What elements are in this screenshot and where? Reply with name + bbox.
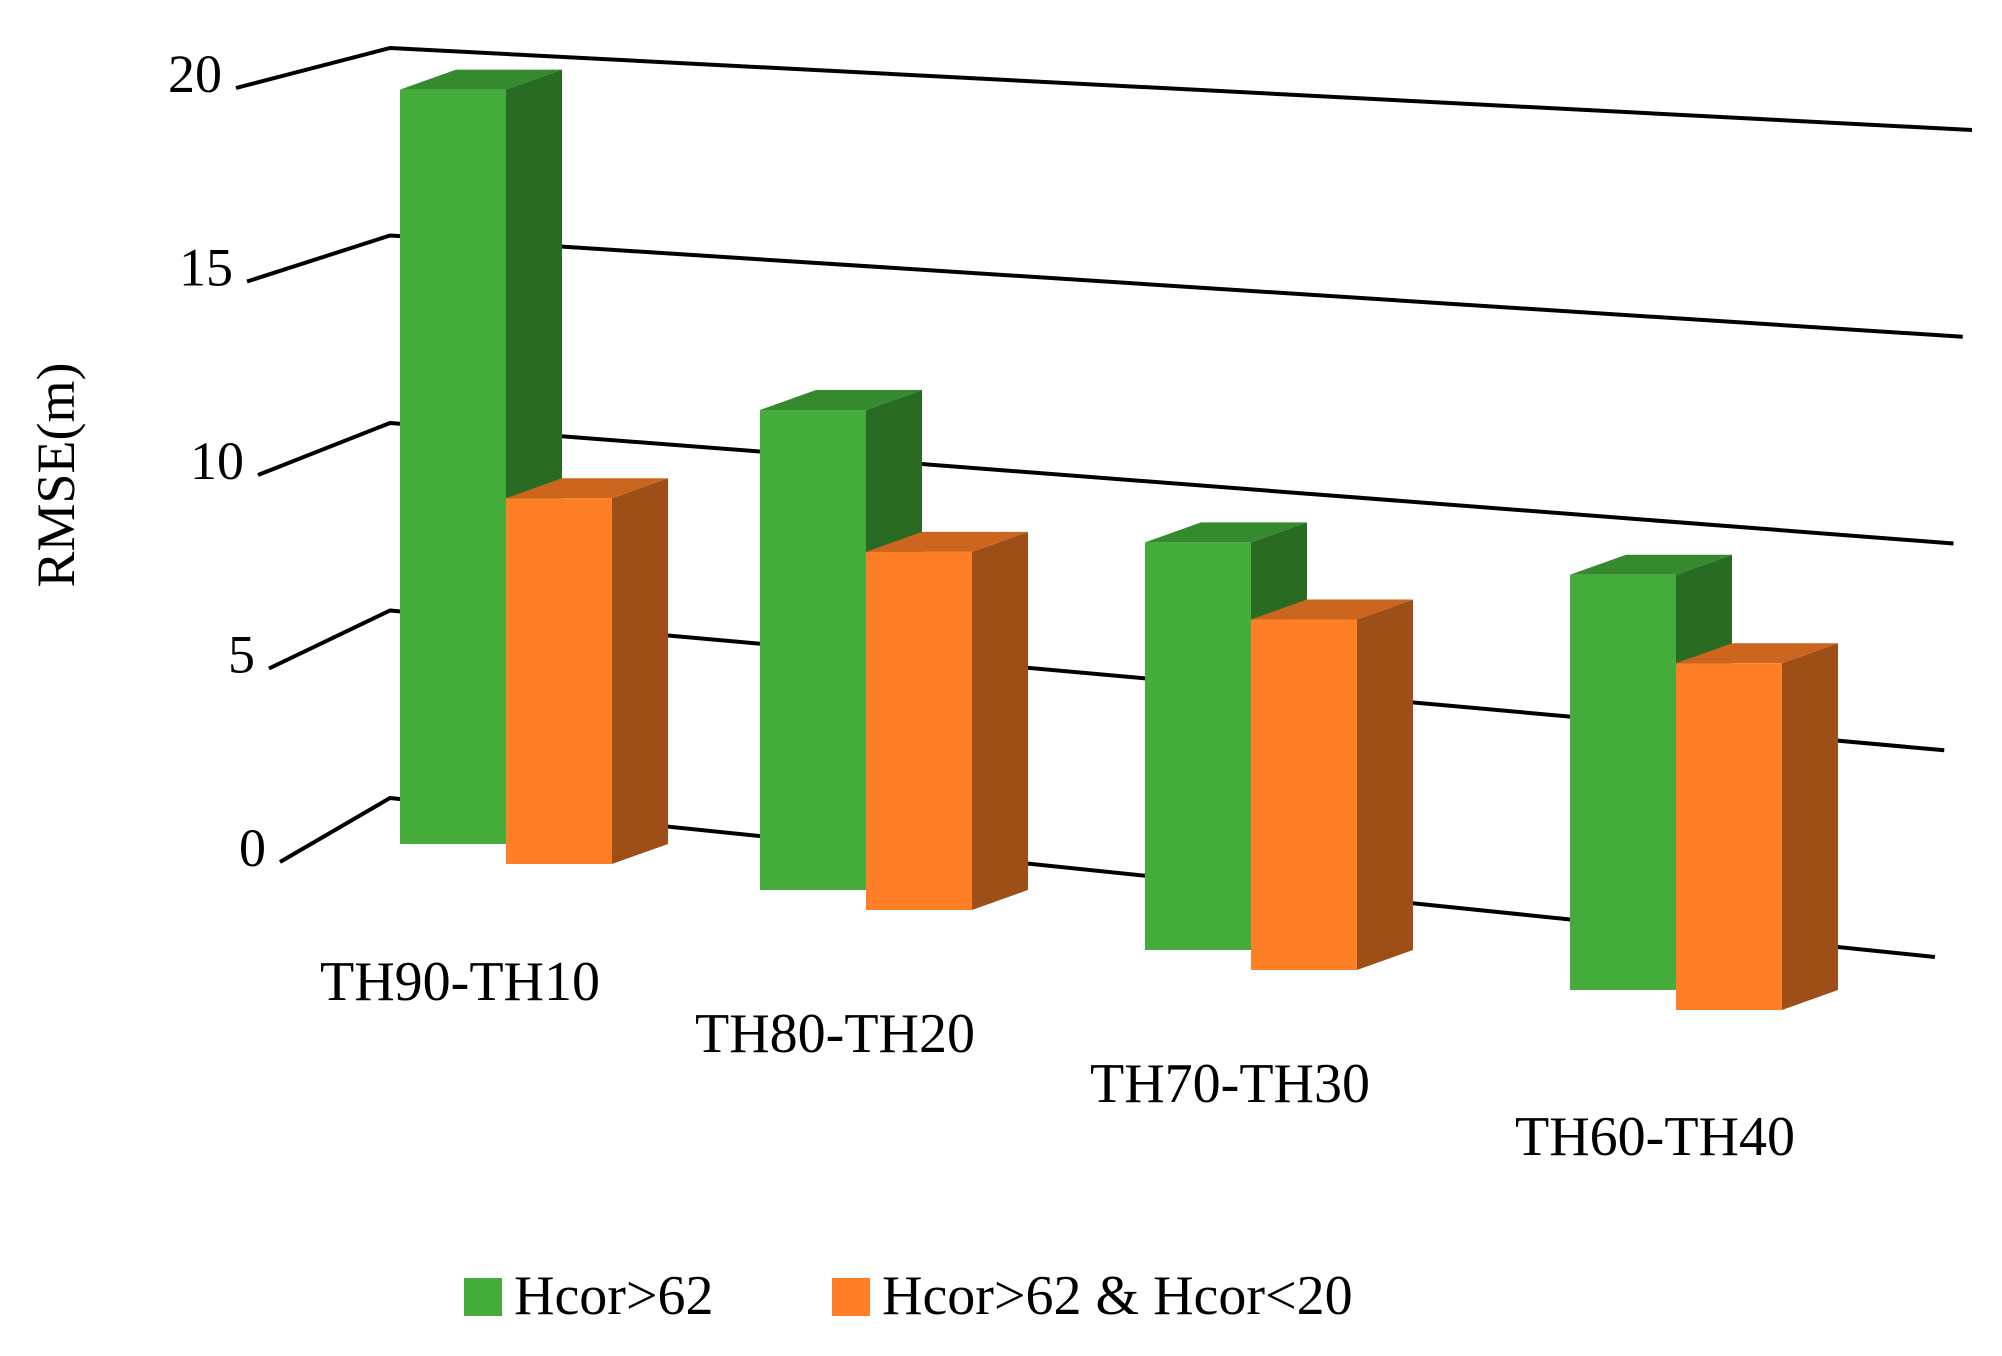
x-category-label-0: TH90-TH10 xyxy=(320,951,600,1013)
bar-0-series-1 xyxy=(506,478,668,864)
bar-top-face xyxy=(1676,643,1838,664)
bar-front-face xyxy=(400,89,506,845)
bar-3-series-1 xyxy=(1676,643,1838,1010)
bar-top-face xyxy=(400,69,562,90)
bar-front-face xyxy=(1570,574,1676,990)
y-tick-label-2: 10 xyxy=(190,431,244,491)
x-category-label-1: TH80-TH20 xyxy=(695,1003,975,1065)
y-tick-labels: 0 5 10 15 20 xyxy=(168,44,266,878)
legend-label: Hcor>62 & Hcor<20 xyxy=(882,1265,1353,1327)
bars xyxy=(400,69,1838,1010)
y-tick-label-0: 0 xyxy=(239,818,266,878)
y-tick-label-1: 5 xyxy=(228,625,255,685)
y-tick-label-4: 20 xyxy=(168,44,222,104)
gridlines xyxy=(235,46,1973,959)
bar-top-face xyxy=(1570,554,1732,575)
y-tick-label-3: 15 xyxy=(179,238,233,298)
gridline-10 xyxy=(257,421,1954,546)
legend-swatch xyxy=(464,1278,502,1316)
legend: Hcor>62 Hcor>62 & Hcor<20 xyxy=(464,1265,1353,1327)
bar-front-face xyxy=(1251,619,1357,970)
bar-front-face xyxy=(506,498,612,864)
bar-top-face xyxy=(866,531,1028,552)
legend-item-0: Hcor>62 xyxy=(464,1265,714,1327)
bar-front-face xyxy=(1145,542,1251,950)
bar-2-series-1 xyxy=(1251,599,1413,970)
bar-top-face xyxy=(1145,522,1307,543)
gridline-5 xyxy=(268,608,1945,753)
gridline-15 xyxy=(246,233,1963,339)
bar-front-face xyxy=(1676,663,1782,1010)
bar-1-series-1 xyxy=(866,531,1028,910)
bar-top-face xyxy=(760,389,922,410)
y-axis-title: RMSE(m) xyxy=(26,362,86,587)
legend-label: Hcor>62 xyxy=(514,1265,714,1327)
bar-front-face xyxy=(760,409,866,890)
gridline-0 xyxy=(278,796,1936,959)
legend-item-1: Hcor>62 & Hcor<20 xyxy=(832,1265,1353,1327)
bar-side-face xyxy=(1357,599,1413,970)
legend-swatch xyxy=(832,1278,870,1316)
bar-side-face xyxy=(612,478,668,864)
bar-front-face xyxy=(866,551,972,910)
bar-side-face xyxy=(972,531,1028,910)
bar-top-face xyxy=(1251,599,1413,620)
gridline-20 xyxy=(235,46,1973,132)
bar-side-face xyxy=(1782,643,1838,1010)
x-category-label-3: TH60-TH40 xyxy=(1515,1106,1795,1168)
x-category-labels: TH90-TH10 TH80-TH20 TH70-TH30 TH60-TH40 xyxy=(320,951,1795,1168)
x-category-label-2: TH70-TH30 xyxy=(1090,1053,1370,1115)
bar-top-face xyxy=(506,478,668,499)
